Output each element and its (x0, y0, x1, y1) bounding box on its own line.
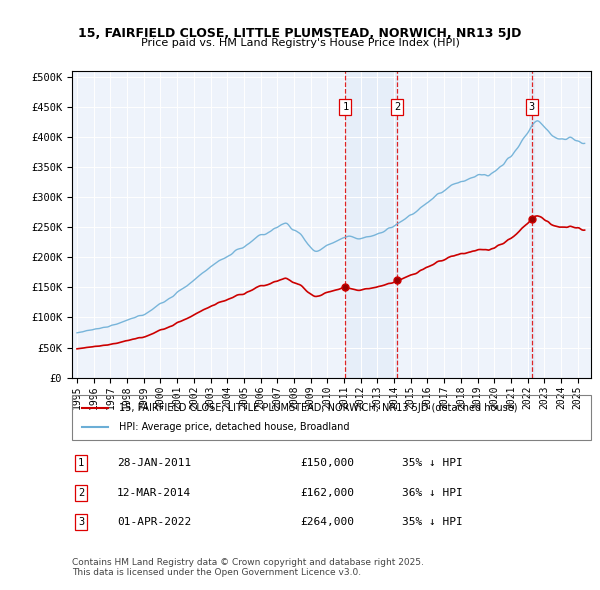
Text: 36% ↓ HPI: 36% ↓ HPI (402, 488, 463, 497)
Text: 01-APR-2022: 01-APR-2022 (117, 517, 191, 527)
Text: 1: 1 (342, 102, 349, 112)
Text: 35% ↓ HPI: 35% ↓ HPI (402, 458, 463, 468)
Text: 28-JAN-2011: 28-JAN-2011 (117, 458, 191, 468)
Text: £162,000: £162,000 (300, 488, 354, 497)
Text: £264,000: £264,000 (300, 517, 354, 527)
Text: 2: 2 (78, 488, 84, 497)
Text: 3: 3 (78, 517, 84, 527)
Text: 35% ↓ HPI: 35% ↓ HPI (402, 517, 463, 527)
Text: HPI: Average price, detached house, Broadland: HPI: Average price, detached house, Broa… (119, 422, 349, 432)
Text: £150,000: £150,000 (300, 458, 354, 468)
Bar (529, 71, 534, 378)
Text: 12-MAR-2014: 12-MAR-2014 (117, 488, 191, 497)
Text: Price paid vs. HM Land Registry's House Price Index (HPI): Price paid vs. HM Land Registry's House … (140, 38, 460, 48)
Text: 15, FAIRFIELD CLOSE, LITTLE PLUMSTEAD, NORWICH, NR13 5JD (detached house): 15, FAIRFIELD CLOSE, LITTLE PLUMSTEAD, N… (119, 403, 517, 412)
Text: 15, FAIRFIELD CLOSE, LITTLE PLUMSTEAD, NORWICH, NR13 5JD: 15, FAIRFIELD CLOSE, LITTLE PLUMSTEAD, N… (79, 27, 521, 40)
Text: Contains HM Land Registry data © Crown copyright and database right 2025.
This d: Contains HM Land Registry data © Crown c… (72, 558, 424, 577)
Text: 1: 1 (78, 458, 84, 468)
Bar (346, 71, 397, 378)
Text: 3: 3 (529, 102, 535, 112)
Text: 2: 2 (394, 102, 400, 112)
